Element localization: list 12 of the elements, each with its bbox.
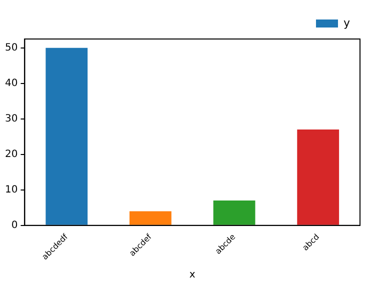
bar (213, 200, 256, 225)
y-tick-label: 40 (4, 78, 18, 89)
y-tick-label: 10 (4, 184, 18, 196)
y-tick-label: 30 (4, 113, 18, 124)
y-tick-label: 50 (4, 42, 18, 54)
y-tick-label: 0 (11, 220, 18, 231)
bar (46, 48, 88, 225)
y-tick-label: 20 (4, 148, 18, 160)
bar (297, 130, 340, 225)
legend-label: y (343, 16, 350, 30)
bar (130, 211, 172, 225)
x-axis-title: x (189, 270, 196, 281)
